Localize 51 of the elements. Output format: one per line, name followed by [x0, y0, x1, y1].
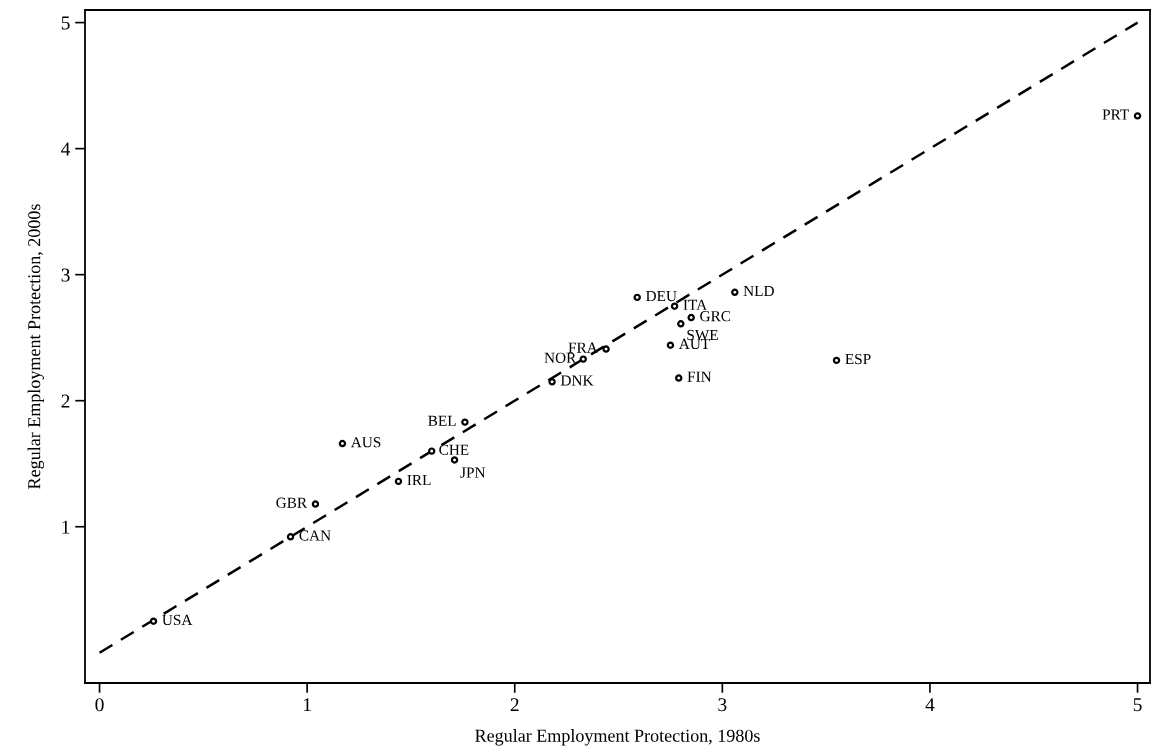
annotation: DNK: [560, 375, 594, 386]
point: [633, 293, 641, 302]
annotation: IRL: [407, 475, 431, 486]
point: [832, 356, 841, 365]
y-axis-title: Regular Employment Protection, 2000s: [27, 204, 45, 489]
point: [149, 617, 158, 625]
annotation: ESP: [845, 353, 871, 365]
y-tick-label: 5: [61, 16, 70, 30]
point: [286, 533, 295, 541]
annotation: GRC: [700, 311, 731, 322]
annotation: NLD: [743, 285, 774, 297]
annotation: PRT: [1102, 109, 1129, 120]
y-tick-label: 3: [61, 268, 70, 282]
point: [1133, 112, 1142, 120]
annotation: FRA: [568, 342, 598, 353]
x-axis-title: Regular Employment Protection, 1980s: [475, 729, 760, 746]
annotation: USA: [162, 614, 193, 626]
annotation: GBR: [276, 497, 308, 508]
annotation: CHE: [439, 444, 469, 455]
annotation: AUS: [350, 437, 381, 448]
x-tick-label: 4: [925, 698, 935, 712]
point: [461, 418, 469, 426]
point: [675, 374, 683, 382]
point: [394, 477, 403, 486]
point: [427, 447, 436, 455]
point: [670, 302, 679, 310]
annotation: CAN: [299, 530, 331, 541]
point: [579, 355, 587, 363]
x-tick-label: 5: [1133, 698, 1142, 712]
point: [666, 341, 675, 349]
point: [338, 439, 347, 448]
point: [687, 313, 695, 322]
x-tick-label: 2: [510, 698, 519, 712]
point: [548, 378, 556, 386]
annotation: FIN: [687, 371, 712, 382]
y-tick-label: 2: [61, 394, 70, 408]
point: [602, 345, 610, 353]
x-tick-label: 3: [718, 698, 727, 712]
point: [677, 320, 685, 328]
annotation: JPN: [460, 467, 486, 478]
x-tick-label: 1: [303, 698, 311, 712]
point: [731, 288, 739, 297]
point: [450, 456, 459, 464]
y-tick-label: 4: [61, 142, 71, 156]
annotation: NOR: [544, 352, 577, 363]
annotation: BEL: [428, 415, 456, 426]
annotation: DEU: [645, 291, 677, 302]
point: [311, 500, 320, 508]
y-tick-label: 1: [62, 520, 70, 534]
x-tick-label: 0: [95, 698, 104, 712]
annotation: ITA: [683, 299, 708, 310]
